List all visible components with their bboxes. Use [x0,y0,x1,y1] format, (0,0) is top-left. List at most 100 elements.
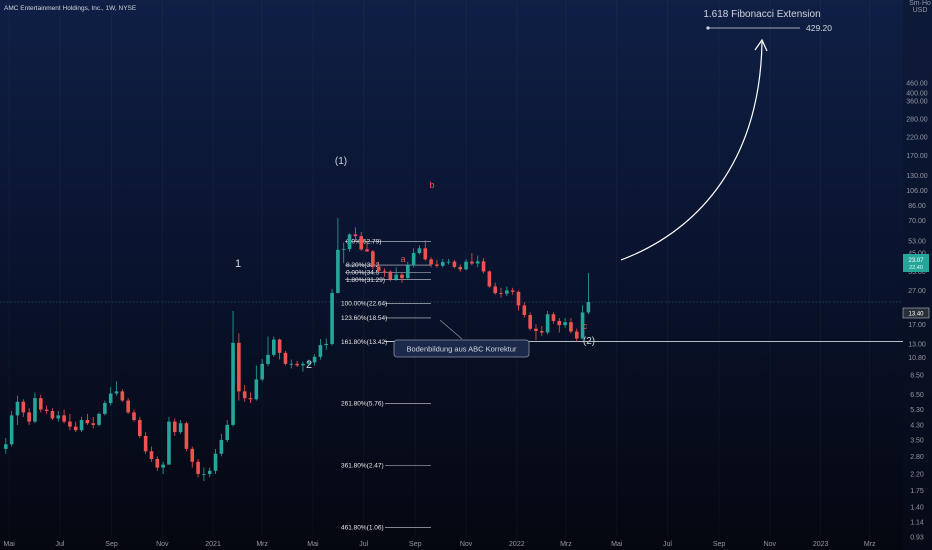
current-price-sub: 22.40 [909,265,923,271]
candle [143,432,148,454]
candle-body [557,320,562,326]
candle [522,302,527,318]
candle [557,318,562,333]
candle-body [510,290,515,292]
callout-box[interactable] [393,339,530,358]
candle [400,272,404,283]
candle-body [178,423,183,433]
candle [429,257,433,268]
candle-body [184,423,189,449]
candle [27,408,31,425]
candle [540,326,544,336]
candle [406,261,410,280]
candle-body [569,322,573,332]
candle-body [242,391,247,399]
candle [44,405,49,414]
candle-body [359,236,363,250]
candle-body [50,411,55,419]
candle-body [132,412,136,420]
candle-body [475,261,480,264]
candle [423,240,428,261]
candle [190,446,195,468]
candle [510,287,515,295]
candle-body [38,398,43,410]
price-tick: 8.50 [910,373,924,380]
candle-body [33,398,37,422]
candle [569,318,573,334]
candle-body [353,234,358,237]
wave-c-label: c [583,321,588,331]
price-tick: 1.40 [910,505,924,512]
candle-body [289,363,294,365]
candle-body [108,393,113,404]
candle-body [56,415,61,419]
candle [207,467,212,478]
candle [138,416,142,438]
candle-body [330,292,334,344]
candle [394,267,398,281]
candle-body [21,401,26,413]
price-tick: 4.30 [910,422,924,429]
candle-body [231,342,235,425]
price-tick: 106.00 [906,188,928,195]
level-price-label: 13.40 [908,312,924,318]
time-tick: 2023 [813,541,829,548]
wave-big-2-label: (2) [583,336,595,347]
candle [353,227,358,240]
candle [33,392,37,424]
time-tick: Mrz [256,541,268,548]
time-tick: Mrz [560,541,572,548]
candle [178,419,183,434]
time-tick: Nov [764,541,777,548]
symbol-title: AMC Entertainment Holdings, Inc., 1W, NY… [4,5,137,12]
time-tick: Jul [55,541,64,548]
candle [155,456,160,471]
candle [149,446,154,462]
candle-body [522,305,527,316]
candle-body [534,328,538,332]
fib-extension-label: 461.80%(1.06) [341,525,384,532]
price-tick: 0.93 [910,535,924,542]
candle-body [400,274,404,278]
time-tick: Jul [663,541,672,548]
candle [440,258,445,268]
time-tick: Nov [460,541,473,548]
candle [266,336,270,367]
price-tick: 6.50 [910,392,924,399]
candle [295,360,299,367]
level-price-tag [902,307,930,319]
candle [365,242,369,252]
currency-label: USD [913,7,928,14]
candle [376,261,381,274]
candlestick-series [4,218,591,481]
candle [91,416,96,429]
candle [563,318,567,328]
candle [388,270,393,282]
price-tick: 130.00 [906,173,928,180]
candle-body [306,362,311,364]
candle-body [237,342,241,392]
candle-body [149,451,154,459]
candle [312,354,317,366]
candle [9,411,14,447]
candle [534,324,538,341]
candle [231,310,235,427]
candle-body [27,412,31,422]
candle [359,231,363,251]
candle [172,418,177,436]
candle-body [394,274,398,280]
candle-body [73,426,78,431]
candle [289,359,294,369]
candle-body [68,421,72,427]
candle [487,270,492,288]
candle-body [138,419,142,436]
candle-body [44,409,49,412]
candle [481,258,486,274]
price-tick: 2.80 [910,454,924,461]
candle [516,290,521,311]
candle-body [161,464,165,468]
candle [132,409,136,422]
candle [62,409,66,424]
candle-body [207,470,212,474]
